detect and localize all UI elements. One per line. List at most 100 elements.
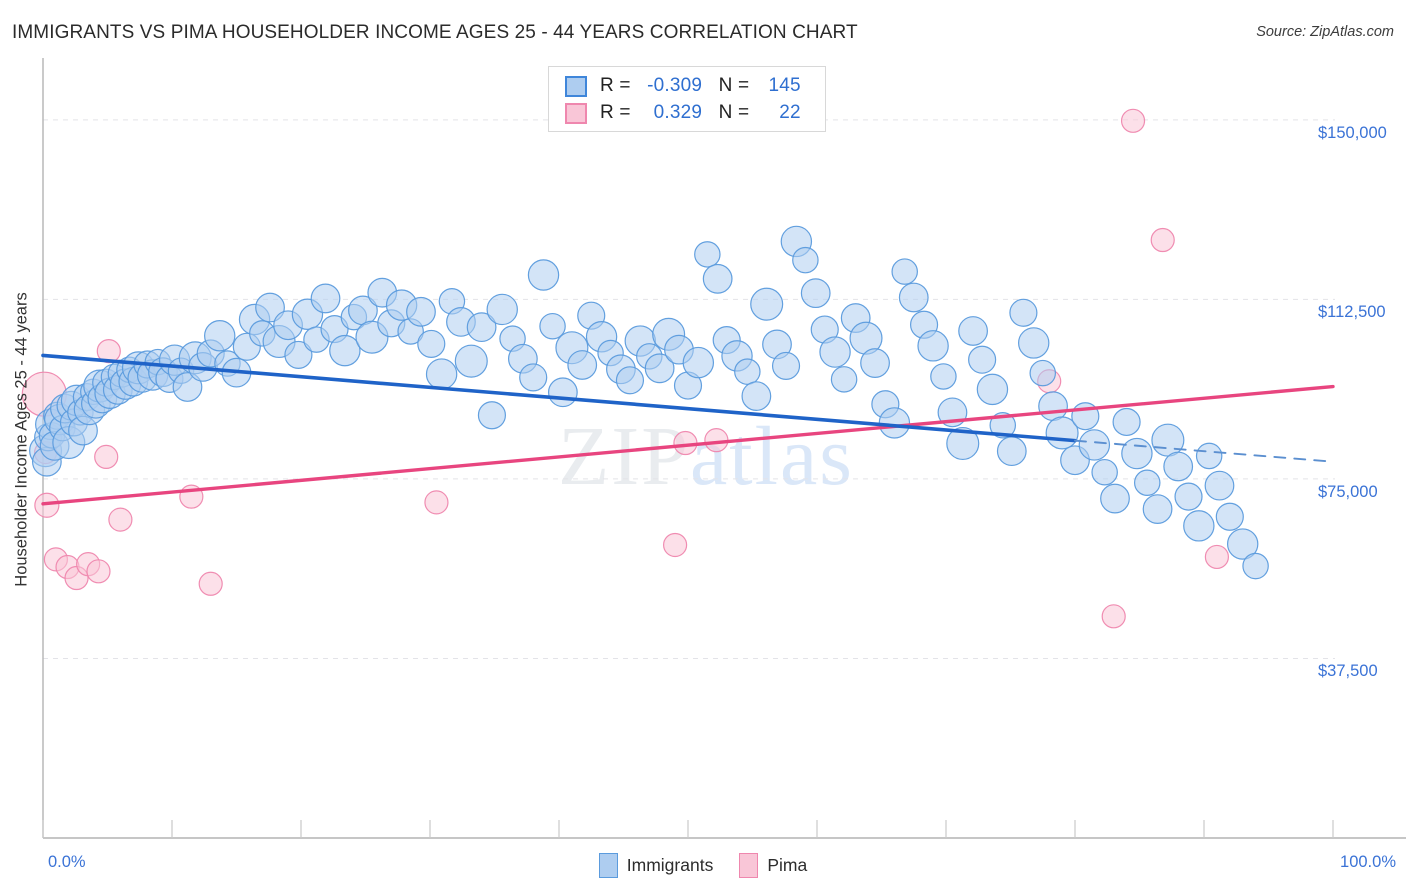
data-point-immigrants [255,292,285,323]
immigrants-points [29,225,1269,580]
legend-label-pima: Pima [767,854,808,875]
data-point-pima [1120,108,1146,133]
data-point-immigrants [527,259,560,291]
data-point-pima [86,559,111,584]
n-label-immigrants: N = [718,75,750,96]
data-point-immigrants [958,316,988,346]
data-point-immigrants [1151,423,1185,457]
data-point-immigrants [771,351,801,381]
legend-item-pima[interactable]: Pima [739,852,808,878]
data-point-immigrants [1009,298,1038,327]
data-point-immigrants [898,282,929,313]
data-point-immigrants [682,346,715,379]
source-attribution: Source: ZipAtlas.com [1256,24,1394,40]
data-point-immigrants [1121,437,1153,470]
legend-swatch-immigrants [565,75,587,97]
stats-row-immigrants: R = -0.309 N = 145 [565,73,801,99]
data-point-immigrants [1100,483,1130,514]
data-point-immigrants [329,334,361,367]
data-point-pima [94,444,119,469]
data-point-immigrants [1029,359,1057,387]
data-point-immigrants [1226,528,1259,560]
data-point-immigrants [917,330,949,362]
data-point-immigrants [830,366,858,393]
data-point-immigrants [1215,502,1244,531]
data-point-immigrants [792,246,819,274]
data-point-immigrants [519,363,548,392]
data-point-immigrants [284,340,313,370]
data-point-immigrants [204,320,236,352]
data-point-immigrants [539,312,566,340]
data-point-pima [108,507,133,532]
data-point-pima [424,490,449,515]
data-point-immigrants [750,287,784,321]
data-point-immigrants [1078,429,1111,461]
x-axis-label-min: 0.0% [48,853,86,871]
data-point-immigrants [172,372,203,402]
data-point-immigrants [615,366,645,395]
data-point-pima [1150,227,1175,253]
legend-marker-pima [739,852,759,878]
data-point-immigrants [1017,327,1050,359]
legend-marker-immigrants [598,852,618,878]
data-point-immigrants [1195,442,1223,470]
n-label-pima: N = [718,102,750,123]
y-axis-label-0: $150,000 [1318,123,1387,142]
data-point-immigrants [1112,407,1141,437]
legend-item-immigrants[interactable]: Immigrants [598,852,714,878]
data-point-immigrants [976,373,1009,406]
data-point-pima [662,532,688,558]
data-point-immigrants [547,377,578,408]
data-point-immigrants [1038,391,1068,422]
trendline-immigrants [41,353,1077,443]
y-axis-label-2: $75,000 [1318,482,1378,501]
page-title: IMMIGRANTS VS PIMA HOUSEHOLDER INCOME AG… [12,22,858,43]
r-label-pima: R = [600,102,631,123]
x-axis-ticks [42,820,1334,838]
data-point-immigrants [1204,470,1235,501]
legend-swatch-pima [565,102,587,124]
y-axis-label-3: $37,500 [1318,662,1378,681]
data-point-immigrants [1242,552,1269,580]
data-point-immigrants [734,358,761,385]
data-point-immigrants [702,263,733,294]
data-point-immigrants [567,350,598,380]
n-value-pima: 22 [779,102,801,123]
data-point-immigrants [1142,494,1173,524]
data-point-immigrants [800,278,831,309]
y-axis-title: Householder Income Ages 25 - 44 years [12,292,31,587]
data-point-immigrants [860,348,890,378]
data-point-immigrants [644,353,675,384]
x-axis-label-max: 100.0% [1340,853,1396,871]
data-point-immigrants [486,293,518,326]
data-point-pima [1204,544,1230,570]
data-point-immigrants [996,436,1027,467]
data-point-immigrants [930,363,957,390]
data-point-pima [704,428,729,453]
legend-label-immigrants: Immigrants [626,854,714,875]
data-point-immigrants [1174,482,1203,511]
data-point-immigrants [878,407,911,439]
data-point-immigrants [891,258,918,285]
trendline-pima [41,384,1335,506]
data-point-pima [1101,604,1126,629]
data-point-pima [198,571,223,596]
data-point-immigrants [819,336,851,368]
stats-row-pima: R = 0.329 N = 22 [565,100,801,126]
data-point-immigrants [694,241,721,268]
data-point-immigrants [425,358,458,390]
r-label-immigrants: R = [600,75,631,96]
stats-text-immigrants: R = -0.309 N = 145 [600,75,801,97]
data-point-immigrants [310,283,341,314]
data-point-immigrants [406,296,436,327]
stats-text-pima: R = 0.329 N = 22 [600,102,801,124]
data-point-immigrants [946,426,980,461]
data-point-immigrants [741,381,772,412]
r-value-pima: 0.329 [653,102,703,123]
data-point-immigrants [466,312,497,343]
data-point-immigrants [1133,469,1161,497]
data-point-immigrants [454,344,488,378]
